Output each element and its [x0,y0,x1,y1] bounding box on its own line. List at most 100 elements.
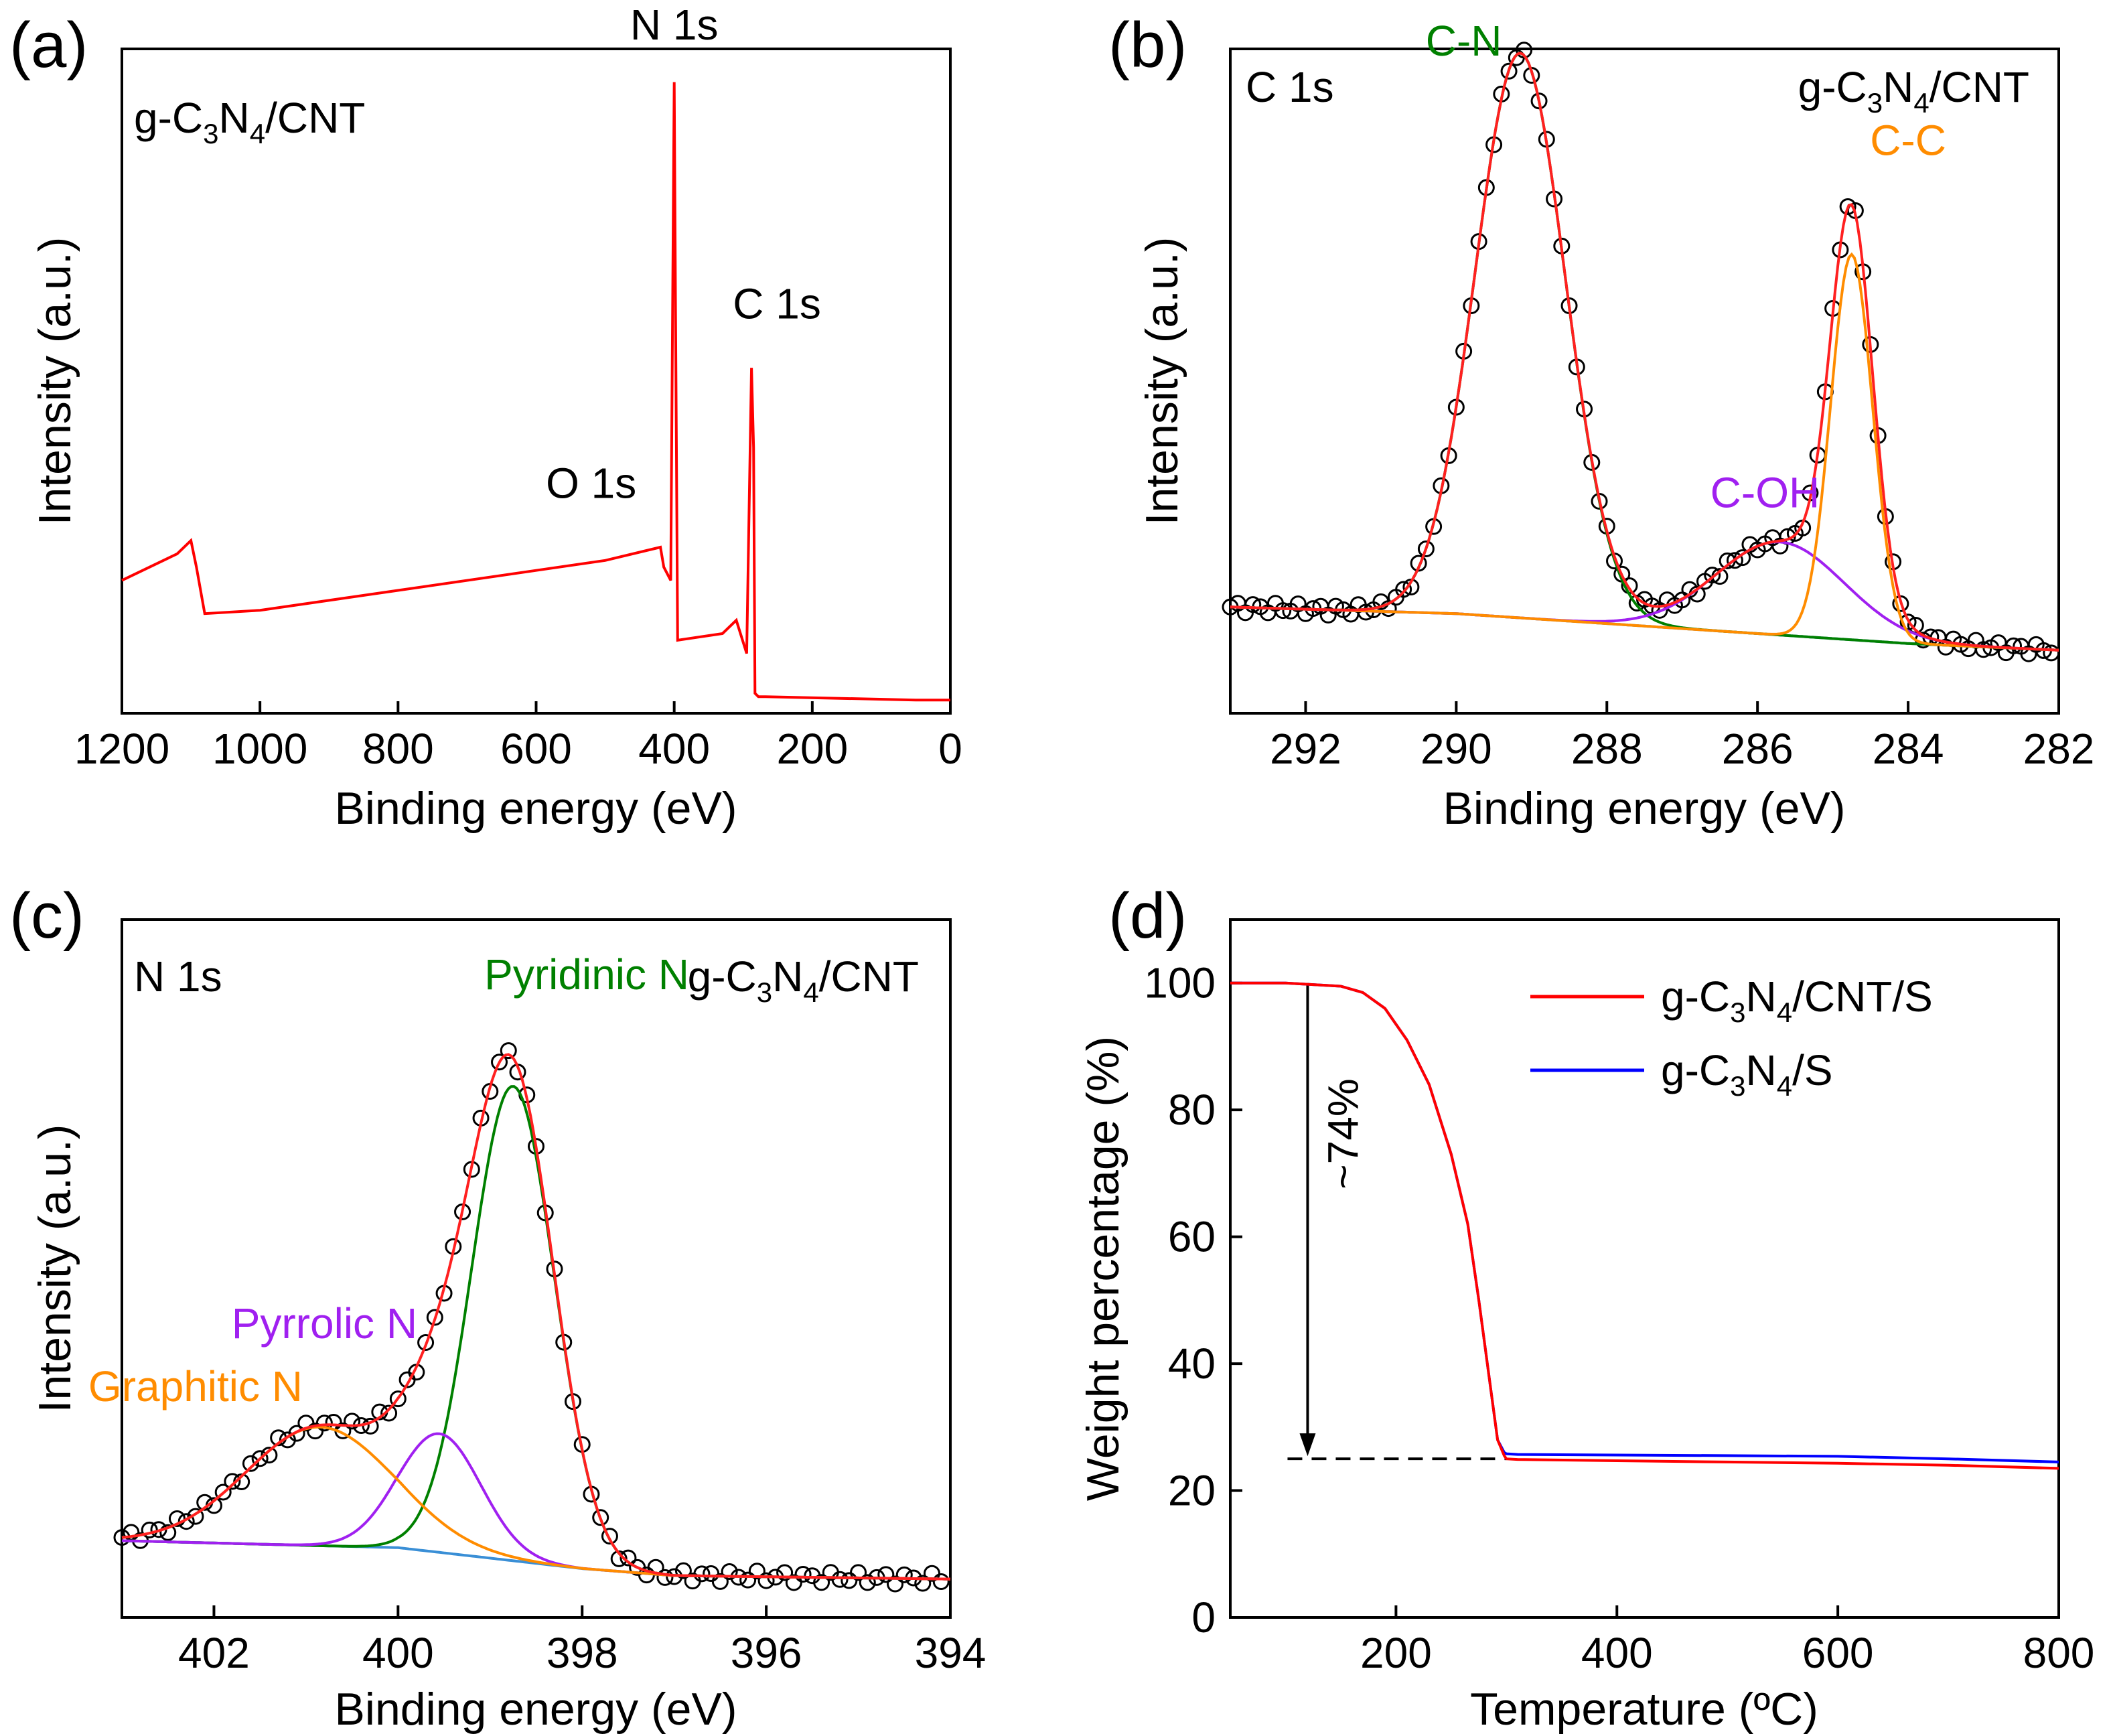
panel-a-x-tick-label: 0 [938,725,962,773]
panel-b-x-tick-label: 288 [1571,725,1643,773]
panel-b-frame [1229,48,2060,715]
panel-c-x-axis-title: Binding energy (eV) [334,1684,737,1735]
panel-a-x-tick-label: 1200 [74,725,169,773]
panel-b-x-ticks: 292 290 288 286 284 282 [1270,701,2094,773]
panel-c-sample-label: g-C3N4/CNT [688,952,919,1008]
panel-c-data-point [757,1572,775,1589]
panel-d-y-tick-label: 20 [1168,1467,1216,1515]
panel-d-x-tick-label: 400 [1581,1629,1653,1677]
panel-b-label: (b) [1108,9,1187,81]
panel-b-data-point [1380,600,1397,618]
panel-a-peak-label-n1s: N 1s [630,1,719,49]
panel-c-data-point [711,1573,729,1590]
panel-a-x-axis-title: Binding energy (eV) [334,783,737,834]
panel-c-data-point [656,1569,674,1586]
panel-a-peak-label-c1s: C 1s [733,280,821,328]
panel-b-c1s-spectrum: (b) C 1s g-C3N4/CNT 292 290 288 286 284 282 C… [1108,9,2094,834]
panel-d-legend-label-s: g-C3N4/S [1661,1046,1833,1102]
panel-c-x-tick-label: 398 [547,1629,618,1677]
panel-d-x-ticks: 200 400 600 800 [1360,1605,2094,1677]
panel-a-peak-label-o1s: O 1s [546,459,636,507]
panel-c-data-point [380,1404,398,1422]
panel-c-data-point [813,1574,830,1591]
panel-c-data-point [776,1564,794,1581]
panel-d-legend: g-C3N4/CNT/S g-C3N4/S [1530,972,1933,1102]
panel-c-data-points [113,1042,950,1593]
panel-c-n1s-spectrum: (c) N 1s g-C3N4/CNT 402 400 398 396 394 Pyri… [9,880,986,1735]
panel-a-survey-line [121,82,950,702]
panel-c-x-ticks: 402 400 398 396 394 [178,1605,986,1677]
panel-d-y-tick-label: 40 [1168,1340,1216,1388]
panel-c-label-graphitic-n: Graphitic N [88,1362,303,1410]
panel-b-data-point [1899,613,1917,631]
panel-b-core-label: C 1s [1246,63,1334,111]
panel-c-label-pyridinic-n: Pyridinic N [484,950,689,999]
panel-c-data-point [703,1565,720,1583]
panel-c-data-point [417,1334,435,1352]
panel-c-baseline [121,1539,951,1581]
panel-d-series-g-c3n4-cnt-s [1230,981,2059,1470]
panel-d-series-g-c3n4-s [1230,981,2059,1463]
panel-c-data-point [748,1563,766,1580]
panel-c-fit-pyrrolic-n [121,1432,951,1581]
panel-c-label: (c) [9,880,84,952]
panel-a-frame [121,48,952,715]
panel-c-data-point [601,1528,618,1545]
panel-d-y-tick-label: 100 [1144,959,1216,1007]
panel-c-x-tick-label: 400 [362,1629,434,1677]
panel-d-arrowhead [1299,1433,1316,1457]
panel-c-data-point [859,1574,876,1591]
panel-c-data-point [932,1573,950,1590]
panel-c-data-point [500,1042,517,1060]
panel-c-data-point [187,1508,204,1525]
panel-c-data-point [924,1565,941,1582]
panel-d-mass-loss-label: ~74% [1319,1078,1367,1189]
panel-c-frame [121,918,952,1619]
panel-b-label-c-n: C-N [1426,17,1502,65]
panel-d-frame [1229,918,2060,1619]
panel-d-y-tick-label: 80 [1168,1086,1216,1134]
panel-a-x-tick-label: 600 [500,725,572,773]
panel-b-data-point [1395,581,1412,598]
panel-b-data-point [1726,552,1743,569]
panel-c-data-point [426,1309,443,1326]
panel-d-tga-curves: (d) 200 400 600 800 0 20 40 60 80 100 ~74% g-C3N… [1078,880,2094,1735]
panel-a-x-tick-label: 400 [638,725,710,773]
panel-b-x-tick-label: 290 [1420,725,1492,773]
panel-c-data-point [242,1455,259,1472]
panel-c-core-label: N 1s [134,952,222,1001]
panel-c-data-point [159,1524,177,1541]
panel-c-data-point [362,1417,379,1435]
panel-c-data-point [693,1565,711,1583]
panel-d-x-tick-label: 800 [2023,1629,2095,1677]
panel-c-y-axis-title: Intensity (a.u.) [29,1125,80,1413]
panel-d-y-tick-label: 60 [1168,1213,1216,1261]
panel-d-x-tick-label: 200 [1360,1629,1432,1677]
panel-c-data-point [877,1566,895,1583]
panel-b-data-point [1417,540,1435,557]
panel-d-y-axis-title: Weight percentage (%) [1078,1036,1128,1501]
panel-d-x-tick-label: 600 [1802,1629,1874,1677]
panel-c-data-point [794,1566,812,1583]
panel-b-data-point [1244,596,1262,613]
panel-c-data-point [251,1450,269,1467]
panel-b-x-tick-label: 292 [1270,725,1341,773]
panel-b-x-tick-label: 282 [2023,725,2095,773]
panel-a-sample-label: g-C3N4/CNT [134,94,365,149]
panel-c-data-point [785,1574,802,1591]
panel-c-data-point [721,1563,738,1580]
panel-b-data-point [1500,62,1518,80]
panel-c-data-point [887,1575,904,1593]
panel-b-fit-c-c [1230,252,2059,652]
panel-a-label: (a) [9,9,88,81]
panel-c-data-point [674,1562,692,1579]
panel-b-data-point [1975,641,1992,658]
panel-c-x-tick-label: 394 [915,1629,987,1677]
panel-c-data-point [831,1571,849,1588]
panel-c-label-pyrrolic-n: Pyrrolic N [232,1299,417,1348]
panel-a-x-tick-label: 800 [362,725,434,773]
panel-b-label-c-oh: C-OH [1710,468,1820,516]
panel-d-x-axis-title: Temperature (ºC) [1470,1684,1818,1735]
panel-c-data-point [261,1447,278,1464]
